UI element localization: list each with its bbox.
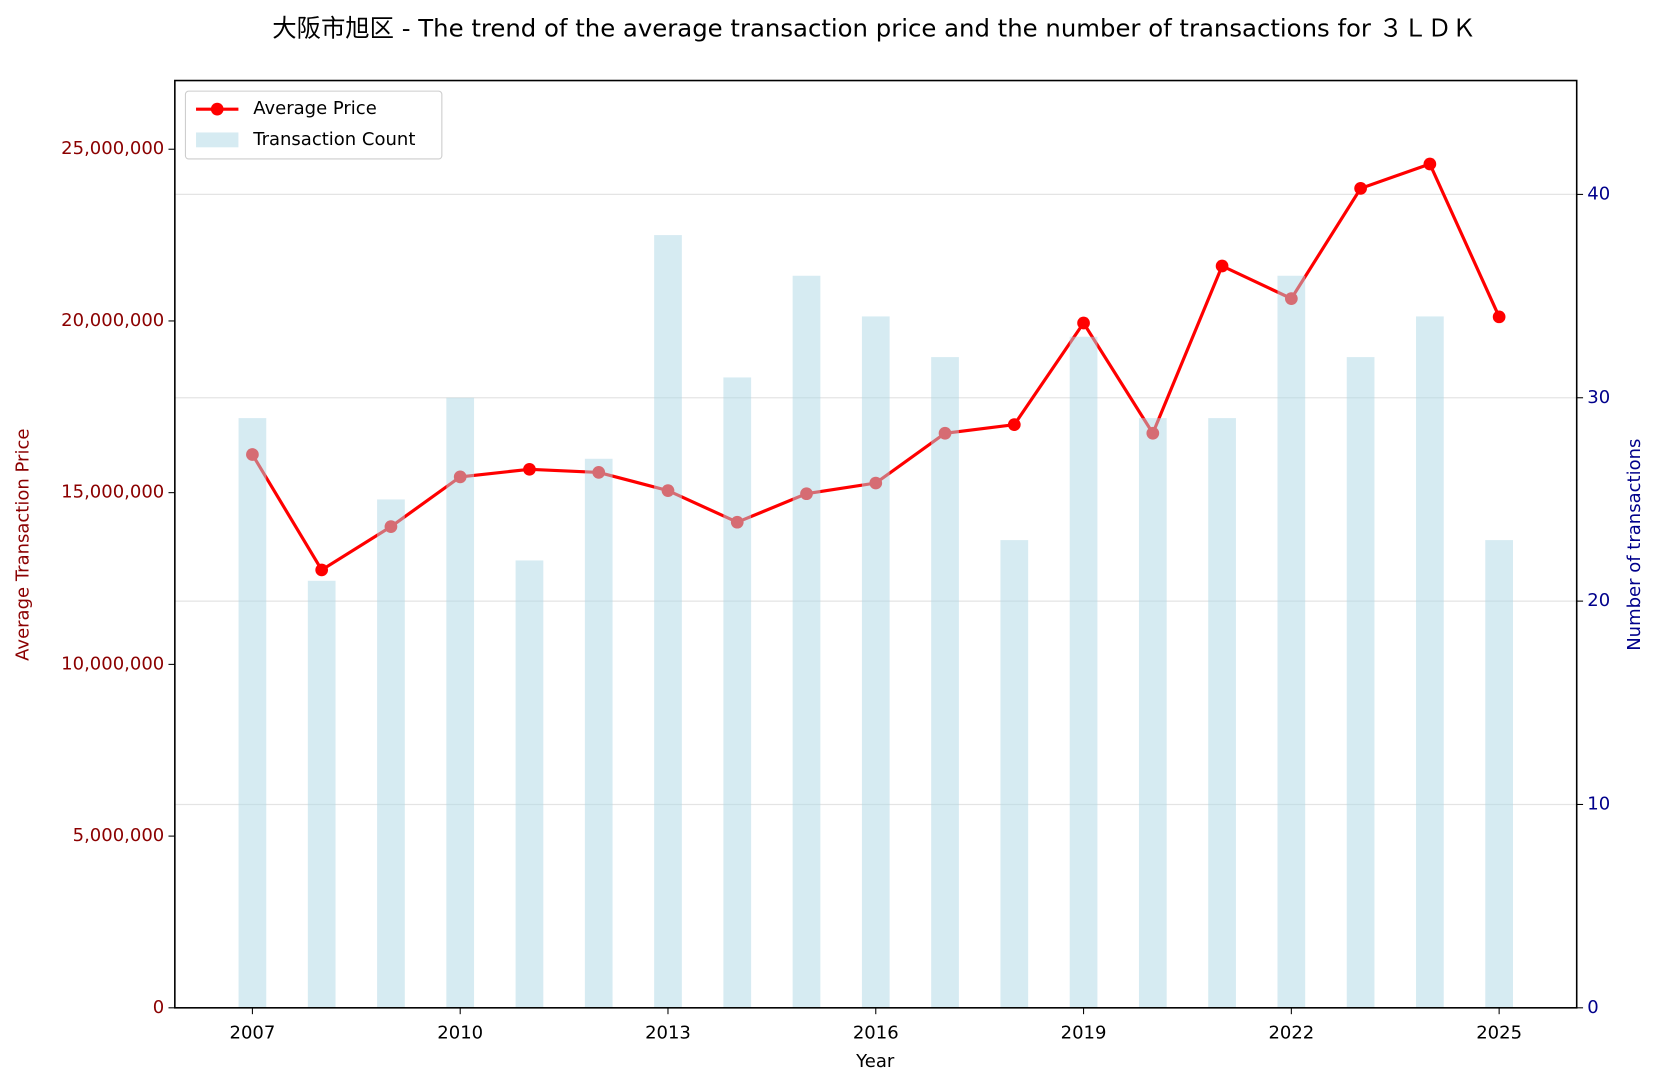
legend-label: Average Price [253, 98, 377, 119]
count-bar [515, 560, 544, 1008]
y2-tick-label: 30 [1587, 387, 1610, 408]
count-bar [1138, 418, 1167, 1008]
count-bar [1346, 357, 1375, 1008]
price-point [315, 563, 329, 577]
x-axis-label: Year [855, 1051, 895, 1072]
y2-tick-label: 10 [1587, 793, 1610, 814]
y-tick-label: 20,000,000 [61, 310, 164, 331]
count-bar [1277, 275, 1306, 1008]
y2-tick-label: 40 [1587, 183, 1610, 204]
count-bar [931, 357, 959, 1008]
price-point [1492, 310, 1506, 324]
price-point [523, 462, 536, 476]
price-point [1354, 182, 1367, 195]
y-axis-label: Average Transaction Price [12, 429, 33, 661]
chart-title: 大阪市旭区 - The trend of the average transac… [272, 14, 1476, 43]
count-bar [1069, 336, 1098, 1008]
y-tick-label: 10,000,000 [61, 653, 164, 674]
x-tick-label: 2019 [1061, 1022, 1107, 1043]
count-bar [584, 458, 613, 1008]
y-tick-label: 25,000,000 [61, 138, 164, 159]
price-point [1215, 259, 1229, 273]
x-tick-label: 2007 [230, 1022, 276, 1043]
legend-box [184, 90, 443, 160]
x-tick-label: 2025 [1476, 1022, 1522, 1043]
price-point [1007, 418, 1021, 432]
count-bar [446, 397, 475, 1008]
y-tick-label: 0 [153, 997, 164, 1018]
count-bar [238, 418, 267, 1008]
x-tick-label: 2022 [1268, 1022, 1314, 1043]
x-tick-label: 2010 [437, 1022, 483, 1043]
count-bar [1208, 418, 1236, 1008]
price-point [1423, 157, 1437, 171]
count-bar [1000, 540, 1029, 1008]
count-bar [377, 499, 405, 1008]
count-bar [654, 235, 682, 1008]
y2-axis-label: Number of transactions [1624, 439, 1645, 651]
count-bar [861, 316, 890, 1008]
x-tick-label: 2016 [853, 1022, 899, 1043]
count-bar [1416, 316, 1444, 1008]
legend-marker [210, 102, 224, 116]
price-point [1077, 316, 1090, 330]
count-bar [792, 275, 821, 1008]
count-bar [1485, 540, 1513, 1008]
plot-frame [174, 79, 1578, 1009]
count-bar [307, 580, 336, 1008]
legend-label: Transaction Count [252, 129, 415, 150]
y2-tick-label: 20 [1587, 590, 1610, 611]
y-tick-label: 5,000,000 [73, 825, 165, 846]
legend-swatch [196, 132, 239, 148]
y2-tick-label: 0 [1587, 997, 1598, 1018]
y-tick-label: 15,000,000 [61, 482, 164, 503]
x-tick-label: 2013 [645, 1022, 691, 1043]
count-bar [723, 377, 752, 1008]
